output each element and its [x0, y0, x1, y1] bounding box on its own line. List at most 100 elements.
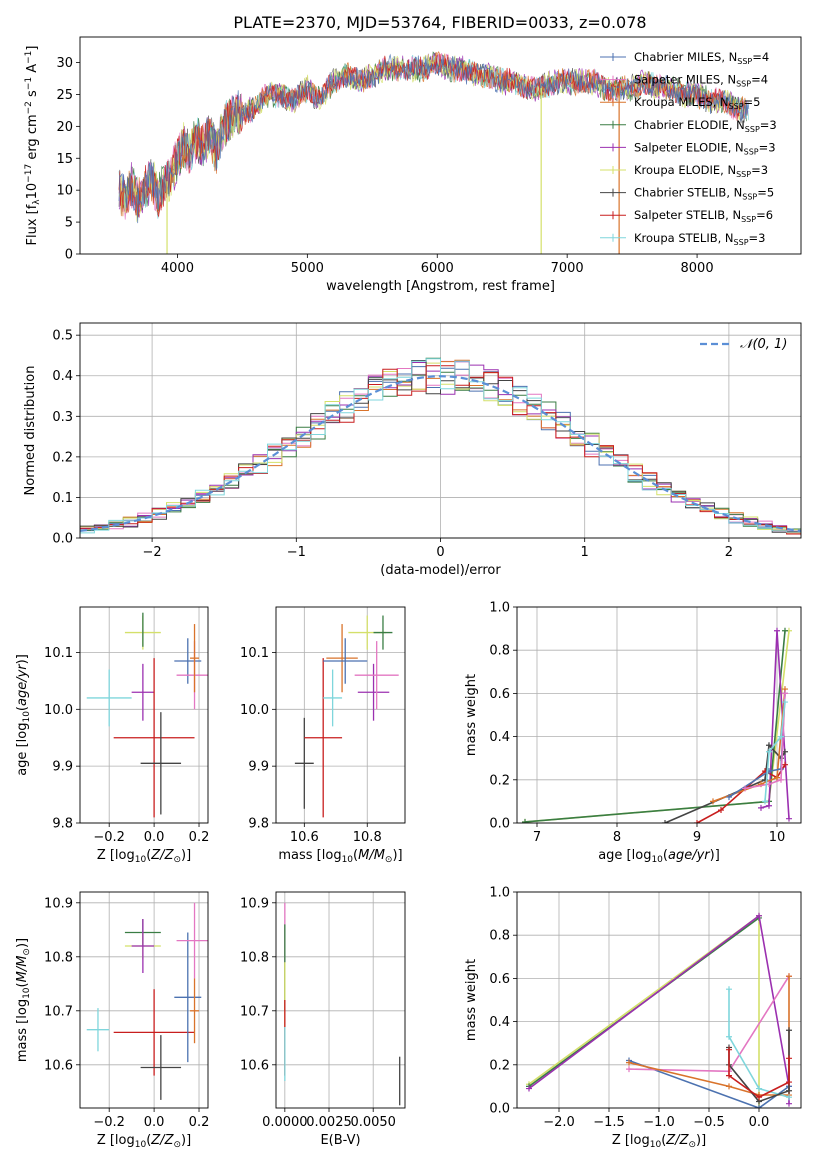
weight-line-1 [524, 630, 786, 823]
y-tick-label: 10.6 [44, 1058, 73, 1073]
legend: 𝒩(0, 1) [700, 337, 787, 352]
plot-area [86, 612, 208, 818]
y-tick-label: 0.0 [489, 1102, 510, 1117]
weight-marker [778, 733, 784, 740]
y-tick-label: 9.8 [52, 817, 73, 832]
x-tick-label: −1.0 [643, 1115, 675, 1130]
label-text: ( [146, 1133, 151, 1148]
y-tick-label: 0.6 [489, 687, 510, 702]
x-tick-label: −0.2 [93, 830, 125, 845]
label-superscript: −1 [24, 77, 34, 90]
x-tick-label: 0.2 [189, 1115, 210, 1130]
y-tick-label: 0.4 [489, 1015, 510, 1030]
y-tick-label: 0.6 [489, 972, 510, 987]
y-tick-label: 30 [56, 56, 73, 71]
y-tick-label: 0.1 [52, 491, 73, 506]
y-tick-label: 0.4 [489, 730, 510, 745]
weight-line-0 [528, 914, 760, 1108]
weight-marker [726, 1083, 732, 1090]
label-text: 10 [25, 183, 40, 200]
weight-marker [756, 1094, 762, 1101]
x-axis-label: Z [log10(Z/Z⊙)] [97, 1133, 191, 1150]
y-axis-label: Normed distribution [23, 366, 38, 496]
weight-marker [756, 1085, 762, 1092]
plot-area [80, 357, 801, 536]
plot-frame [516, 606, 802, 824]
legend-subscript: SSP [737, 57, 752, 66]
x-axis-label: E(B-V) [320, 1133, 360, 1148]
label-subscript: 10 [650, 1140, 662, 1150]
weight-marker [762, 798, 768, 805]
y-tick-label: 15 [56, 152, 73, 167]
weight-marker [718, 807, 724, 814]
weight-marker [786, 973, 792, 980]
legend: Chabrier MILES, NSSP=4 Salpeter MILES, NS… [600, 50, 777, 247]
y-axis-label: mass weight [464, 959, 479, 1041]
weight-marker [782, 627, 788, 634]
x-tick-label: −0.5 [693, 1115, 725, 1130]
x-tick-label: 10.6 [290, 830, 319, 845]
weight-marker [758, 804, 764, 811]
weight-marker [756, 1105, 762, 1108]
spectrum-line-7 [118, 53, 745, 218]
x-axis-label: mass [log10(M/M⊙)] [278, 848, 402, 865]
y-tick-label: 10.1 [44, 646, 73, 661]
x-tick-label: 0.0025 [306, 1115, 352, 1130]
label-superscript: −1 [24, 51, 34, 64]
plot-frame [79, 606, 209, 824]
label-subscript: ⊙ [688, 1140, 696, 1150]
x-tick-label: 4000 [161, 261, 194, 276]
weight-marker [710, 798, 716, 805]
legend-suffix: =6 [756, 208, 773, 222]
label-text: ( [15, 982, 30, 987]
x-axis-label: (data-model)/error [380, 563, 501, 578]
plot-area [284, 902, 401, 1106]
weight-marker [786, 1094, 792, 1101]
legend-label: Chabrier ELODIE, NSSP=3 [634, 118, 777, 134]
label-text: M/M [358, 848, 385, 863]
y-tick-label: 0.0 [489, 817, 510, 832]
x-tick-label: 6000 [421, 261, 454, 276]
y-tick-label: 5 [65, 216, 73, 231]
y-tick-label: 9.9 [52, 760, 73, 775]
weight-marker [782, 699, 788, 706]
y-tick-label: 0.2 [52, 450, 73, 465]
label-text: s [25, 90, 40, 101]
legend-label: Chabrier MILES, NSSP=4 [634, 50, 769, 66]
x-axis-label: wavelength [Angstrom, rest frame] [326, 279, 555, 294]
x-tick-label: −1 [287, 545, 306, 560]
chart-weight-vs-z: −2.0 −1.5 −1.0 −0.5 0.0 0.0 0.2 0.4 0.6 0.8 1.0 Z [… [464, 886, 802, 1150]
label-subscript: ⊙ [22, 948, 32, 956]
x-tick-label: 8 [613, 830, 621, 845]
chart-age-vs-z: −0.2 0.0 0.2 9.8 9.9 10.0 10.1 Z [log10(Z/Z⊙)] a… [15, 606, 209, 865]
label-text: ( [661, 1133, 666, 1148]
label-text: )] [181, 1133, 191, 1148]
label-subscript: λ [32, 199, 42, 205]
legend-suffix: =5 [757, 186, 774, 200]
weight-marker [786, 815, 792, 822]
y-tick-label: 0.8 [489, 929, 510, 944]
weight-line-0 [524, 630, 790, 823]
histogram-8 [80, 358, 801, 536]
label-text: ( [146, 848, 151, 863]
y-tick-label: 10.7 [44, 1004, 73, 1019]
y-tick-label: 0.2 [489, 773, 510, 788]
x-tick-label: 7000 [551, 261, 584, 276]
label-subscript: 10 [22, 711, 32, 723]
y-tick-label: 10 [56, 184, 73, 199]
label-subscript: 10 [651, 855, 663, 865]
x-tick-label: 0 [436, 545, 444, 560]
label-text: ( [15, 706, 30, 711]
x-axis-label: age [log10(age/yr)] [598, 848, 720, 865]
plot-frame [79, 36, 802, 255]
y-axis-label: mass [log10(M/M⊙)] [15, 938, 32, 1062]
chart-age-vs-mass: 10.6 10.8 9.8 9.9 10.0 10.1 mass [log10(M/M⊙)] [240, 606, 406, 865]
weight-marker [726, 986, 732, 993]
weight-marker [766, 748, 772, 755]
label-subscript: ⊙ [173, 1140, 181, 1150]
y-tick-label: 0.0 [52, 532, 73, 547]
x-tick-label: 0.0000 [262, 1115, 308, 1130]
y-tick-label: 20 [56, 120, 73, 135]
weight-marker [726, 1033, 732, 1040]
y-tick-label: 0.5 [52, 329, 73, 344]
